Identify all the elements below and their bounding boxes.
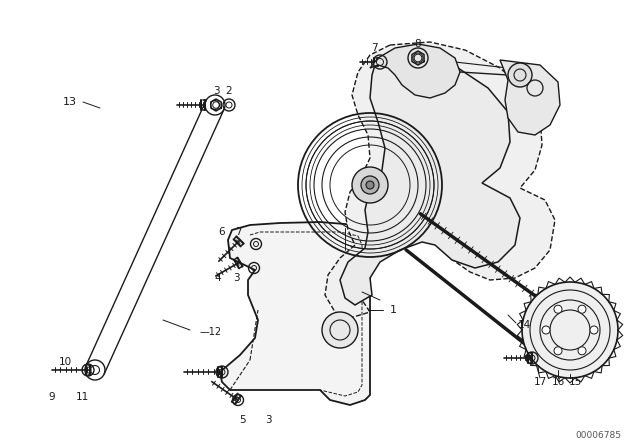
Polygon shape [325,42,555,318]
Text: 16: 16 [552,377,564,387]
Circle shape [554,305,562,313]
Text: 17: 17 [533,377,547,387]
Text: 7: 7 [235,227,241,237]
Polygon shape [340,58,520,305]
Text: 13: 13 [63,97,77,107]
Polygon shape [220,222,370,405]
Circle shape [554,347,562,355]
Text: —12: —12 [200,327,222,337]
Text: 10: 10 [58,357,72,367]
Text: 2: 2 [226,86,232,96]
Circle shape [590,326,598,334]
Text: 11: 11 [76,392,88,402]
Text: 5: 5 [240,415,246,425]
Polygon shape [370,44,460,98]
Text: 15: 15 [568,377,582,387]
Circle shape [361,176,379,194]
Circle shape [578,305,586,313]
Text: 9: 9 [49,392,55,402]
Text: 3: 3 [265,415,271,425]
Text: 1: 1 [390,305,397,315]
Circle shape [522,282,618,378]
Circle shape [322,312,358,348]
Circle shape [508,63,532,87]
Text: 8: 8 [415,39,421,49]
Text: 4: 4 [214,273,221,283]
Circle shape [578,347,586,355]
Circle shape [352,167,388,203]
Text: 7: 7 [371,43,378,53]
Text: 00006785: 00006785 [575,431,621,440]
Text: 14: 14 [518,320,531,330]
Circle shape [366,181,374,189]
Text: 3: 3 [212,86,220,96]
Text: 3: 3 [233,273,239,283]
Circle shape [542,326,550,334]
Text: 6: 6 [219,227,225,237]
Polygon shape [500,60,560,135]
